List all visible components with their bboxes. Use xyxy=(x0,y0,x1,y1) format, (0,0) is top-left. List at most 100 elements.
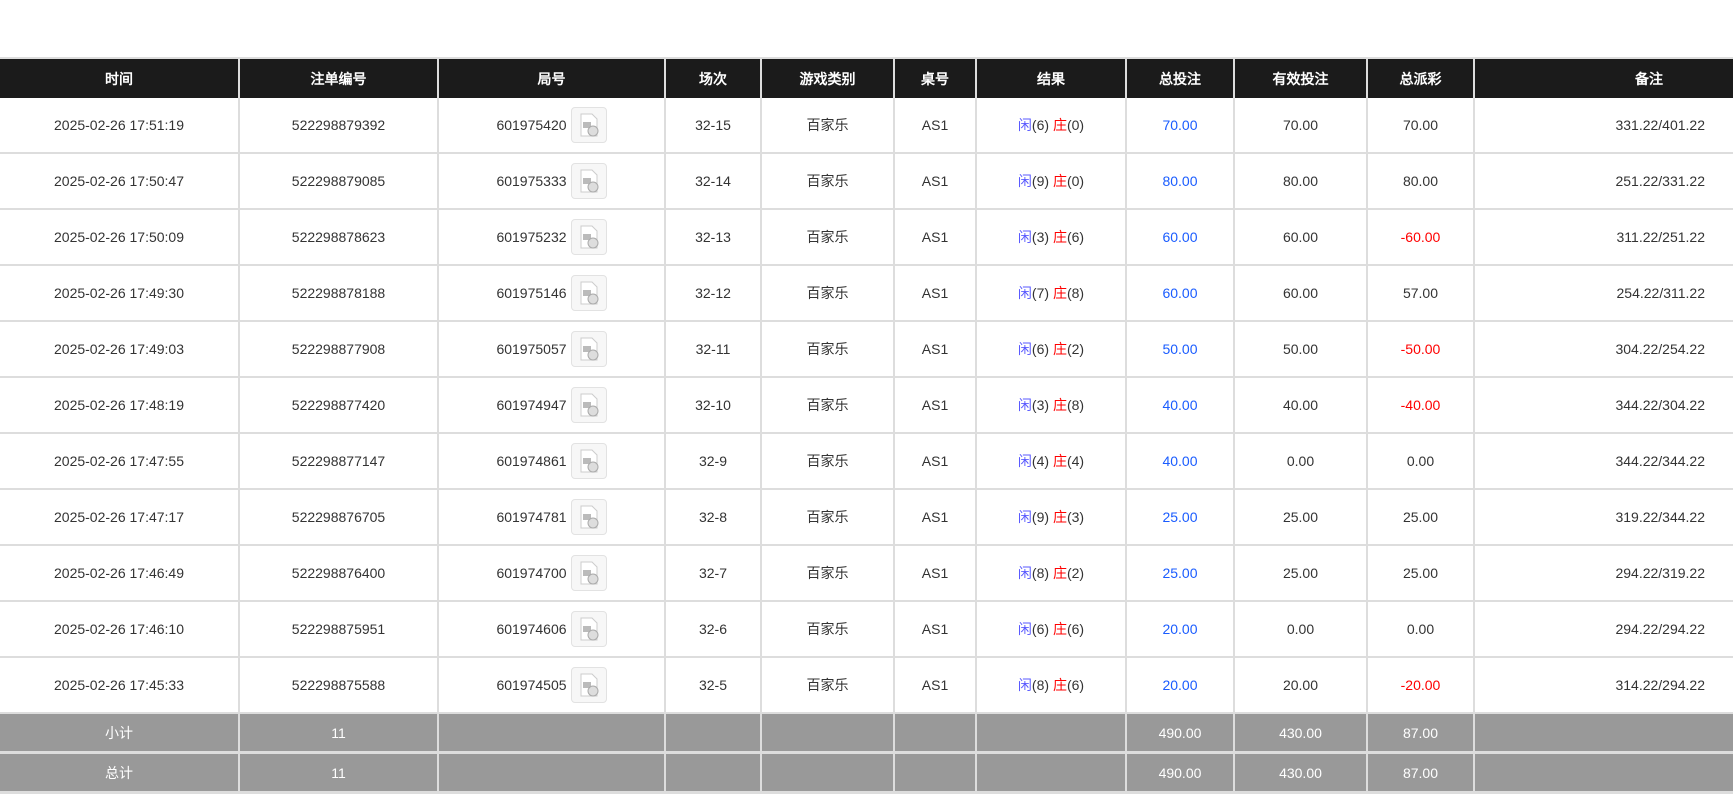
valid-bet-cell: 50.00 xyxy=(1233,321,1367,378)
banker-label: 庄 xyxy=(1052,285,1067,301)
summary-count: 11 xyxy=(238,713,438,754)
total-bet-cell: 20.00 xyxy=(1125,601,1234,658)
table-cell: AS1 xyxy=(893,489,976,546)
round-number: 601975057 xyxy=(496,341,567,357)
player-score: (9) xyxy=(1031,173,1050,189)
round-number: 601975333 xyxy=(496,173,567,189)
game-type-cell: 百家乐 xyxy=(760,433,894,490)
table-cell: AS1 xyxy=(893,321,976,378)
total-bet-cell: 60.00 xyxy=(1125,265,1234,322)
banker-label: 庄 xyxy=(1052,397,1067,413)
table-row: 2025-02-26 17:48:19 522298877420 601974947… xyxy=(0,377,1733,434)
round-cell: 601975420 xyxy=(437,98,665,154)
banker-label: 庄 xyxy=(1052,453,1067,469)
time-cell: 2025-02-26 17:45:33 xyxy=(0,657,239,714)
player-score: (6) xyxy=(1031,621,1050,637)
valid-bet-cell: 40.00 xyxy=(1233,377,1367,434)
round-wrap: 601974781 xyxy=(496,499,607,535)
game-type-cell: 百家乐 xyxy=(760,209,894,266)
result-cell: 闲(7) 庄(8) xyxy=(975,265,1126,322)
result-cell: 闲(3) 庄(6) xyxy=(975,209,1126,266)
remark-cell: 304.22/254.22 xyxy=(1473,321,1733,378)
round-wrap: 601974505 xyxy=(496,667,607,703)
table-cell: AS1 xyxy=(893,209,976,266)
video-replay-icon[interactable] xyxy=(570,163,607,199)
table-row: 2025-02-26 17:47:17 522298876705 601974781… xyxy=(0,489,1733,546)
table-row: 2025-02-26 17:50:47 522298879085 601975333… xyxy=(0,153,1733,210)
total-bet-cell: 50.00 xyxy=(1125,321,1234,378)
time-cell: 2025-02-26 17:46:49 xyxy=(0,545,239,602)
table-row: 2025-02-26 17:49:30 522298878188 601975146… xyxy=(0,265,1733,322)
table-cell: AS1 xyxy=(893,265,976,322)
payout-cell: 0.00 xyxy=(1366,433,1474,490)
total-bet-cell: 40.00 xyxy=(1125,377,1234,434)
time-cell: 2025-02-26 17:47:55 xyxy=(0,433,239,490)
game-type-cell: 百家乐 xyxy=(760,153,894,210)
bet-id-cell: 522298877147 xyxy=(238,433,438,490)
time-cell: 2025-02-26 17:50:47 xyxy=(0,153,239,210)
banker-score: (6) xyxy=(1066,229,1085,245)
video-replay-icon[interactable] xyxy=(570,275,607,311)
banker-score: (2) xyxy=(1066,341,1085,357)
player-score: (8) xyxy=(1031,565,1050,581)
banker-label: 庄 xyxy=(1052,229,1067,245)
player-score: (6) xyxy=(1031,117,1050,133)
player-score: (9) xyxy=(1031,509,1050,525)
round-wrap: 601975333 xyxy=(496,163,607,199)
time-cell: 2025-02-26 17:46:10 xyxy=(0,601,239,658)
player-label: 闲 xyxy=(1017,509,1032,525)
banker-label: 庄 xyxy=(1052,341,1067,357)
remark-cell: 319.22/344.22 xyxy=(1473,489,1733,546)
empty-cell xyxy=(893,713,976,754)
video-replay-icon[interactable] xyxy=(570,611,607,647)
header-round: 局号 xyxy=(437,57,665,98)
banker-label: 庄 xyxy=(1052,173,1067,189)
header-table: 桌号 xyxy=(893,57,976,98)
video-replay-icon[interactable] xyxy=(570,331,607,367)
game-type-cell: 百家乐 xyxy=(760,377,894,434)
video-replay-icon[interactable] xyxy=(570,555,607,591)
header-game-type: 游戏类别 xyxy=(760,57,894,98)
session-cell: 32-9 xyxy=(664,433,761,490)
banker-label: 庄 xyxy=(1052,621,1067,637)
table-row: 2025-02-26 17:46:49 522298876400 601974700… xyxy=(0,545,1733,602)
empty-cell xyxy=(437,752,665,794)
empty-cell xyxy=(437,713,665,754)
bet-id-cell: 522298877420 xyxy=(238,377,438,434)
summary-total-bet: 490.00 xyxy=(1125,713,1234,754)
round-wrap: 601974861 xyxy=(496,443,607,479)
round-cell: 601975232 xyxy=(437,209,665,266)
banker-score: (6) xyxy=(1066,621,1085,637)
round-wrap: 601975420 xyxy=(496,107,607,143)
video-replay-icon[interactable] xyxy=(570,667,607,703)
video-replay-icon[interactable] xyxy=(570,443,607,479)
table-row: 2025-02-26 17:51:19 522298879392 601975420… xyxy=(0,98,1733,154)
remark-cell: 254.22/311.22 xyxy=(1473,265,1733,322)
time-cell: 2025-02-26 17:48:19 xyxy=(0,377,239,434)
remark-cell: 311.22/251.22 xyxy=(1473,209,1733,266)
payout-cell: 80.00 xyxy=(1366,153,1474,210)
summary-payout: 87.00 xyxy=(1366,752,1474,794)
video-replay-icon[interactable] xyxy=(570,107,607,143)
remark-cell: 251.22/331.22 xyxy=(1473,153,1733,210)
valid-bet-cell: 0.00 xyxy=(1233,601,1367,658)
remark-cell: 314.22/294.22 xyxy=(1473,657,1733,714)
session-cell: 32-11 xyxy=(664,321,761,378)
banker-score: (6) xyxy=(1066,677,1085,693)
valid-bet-cell: 25.00 xyxy=(1233,545,1367,602)
game-type-cell: 百家乐 xyxy=(760,265,894,322)
session-cell: 32-7 xyxy=(664,545,761,602)
video-replay-icon[interactable] xyxy=(570,499,607,535)
total-bet-cell: 60.00 xyxy=(1125,209,1234,266)
table-cell: AS1 xyxy=(893,433,976,490)
bet-id-cell: 522298876400 xyxy=(238,545,438,602)
player-score: (4) xyxy=(1031,453,1050,469)
game-type-cell: 百家乐 xyxy=(760,321,894,378)
round-number: 601974505 xyxy=(496,677,567,693)
round-cell: 601974606 xyxy=(437,601,665,658)
bet-id-cell: 522298875588 xyxy=(238,657,438,714)
summary-count: 11 xyxy=(238,752,438,794)
video-replay-icon[interactable] xyxy=(570,387,607,423)
video-replay-icon[interactable] xyxy=(570,219,607,255)
total-bet-cell: 25.00 xyxy=(1125,545,1234,602)
